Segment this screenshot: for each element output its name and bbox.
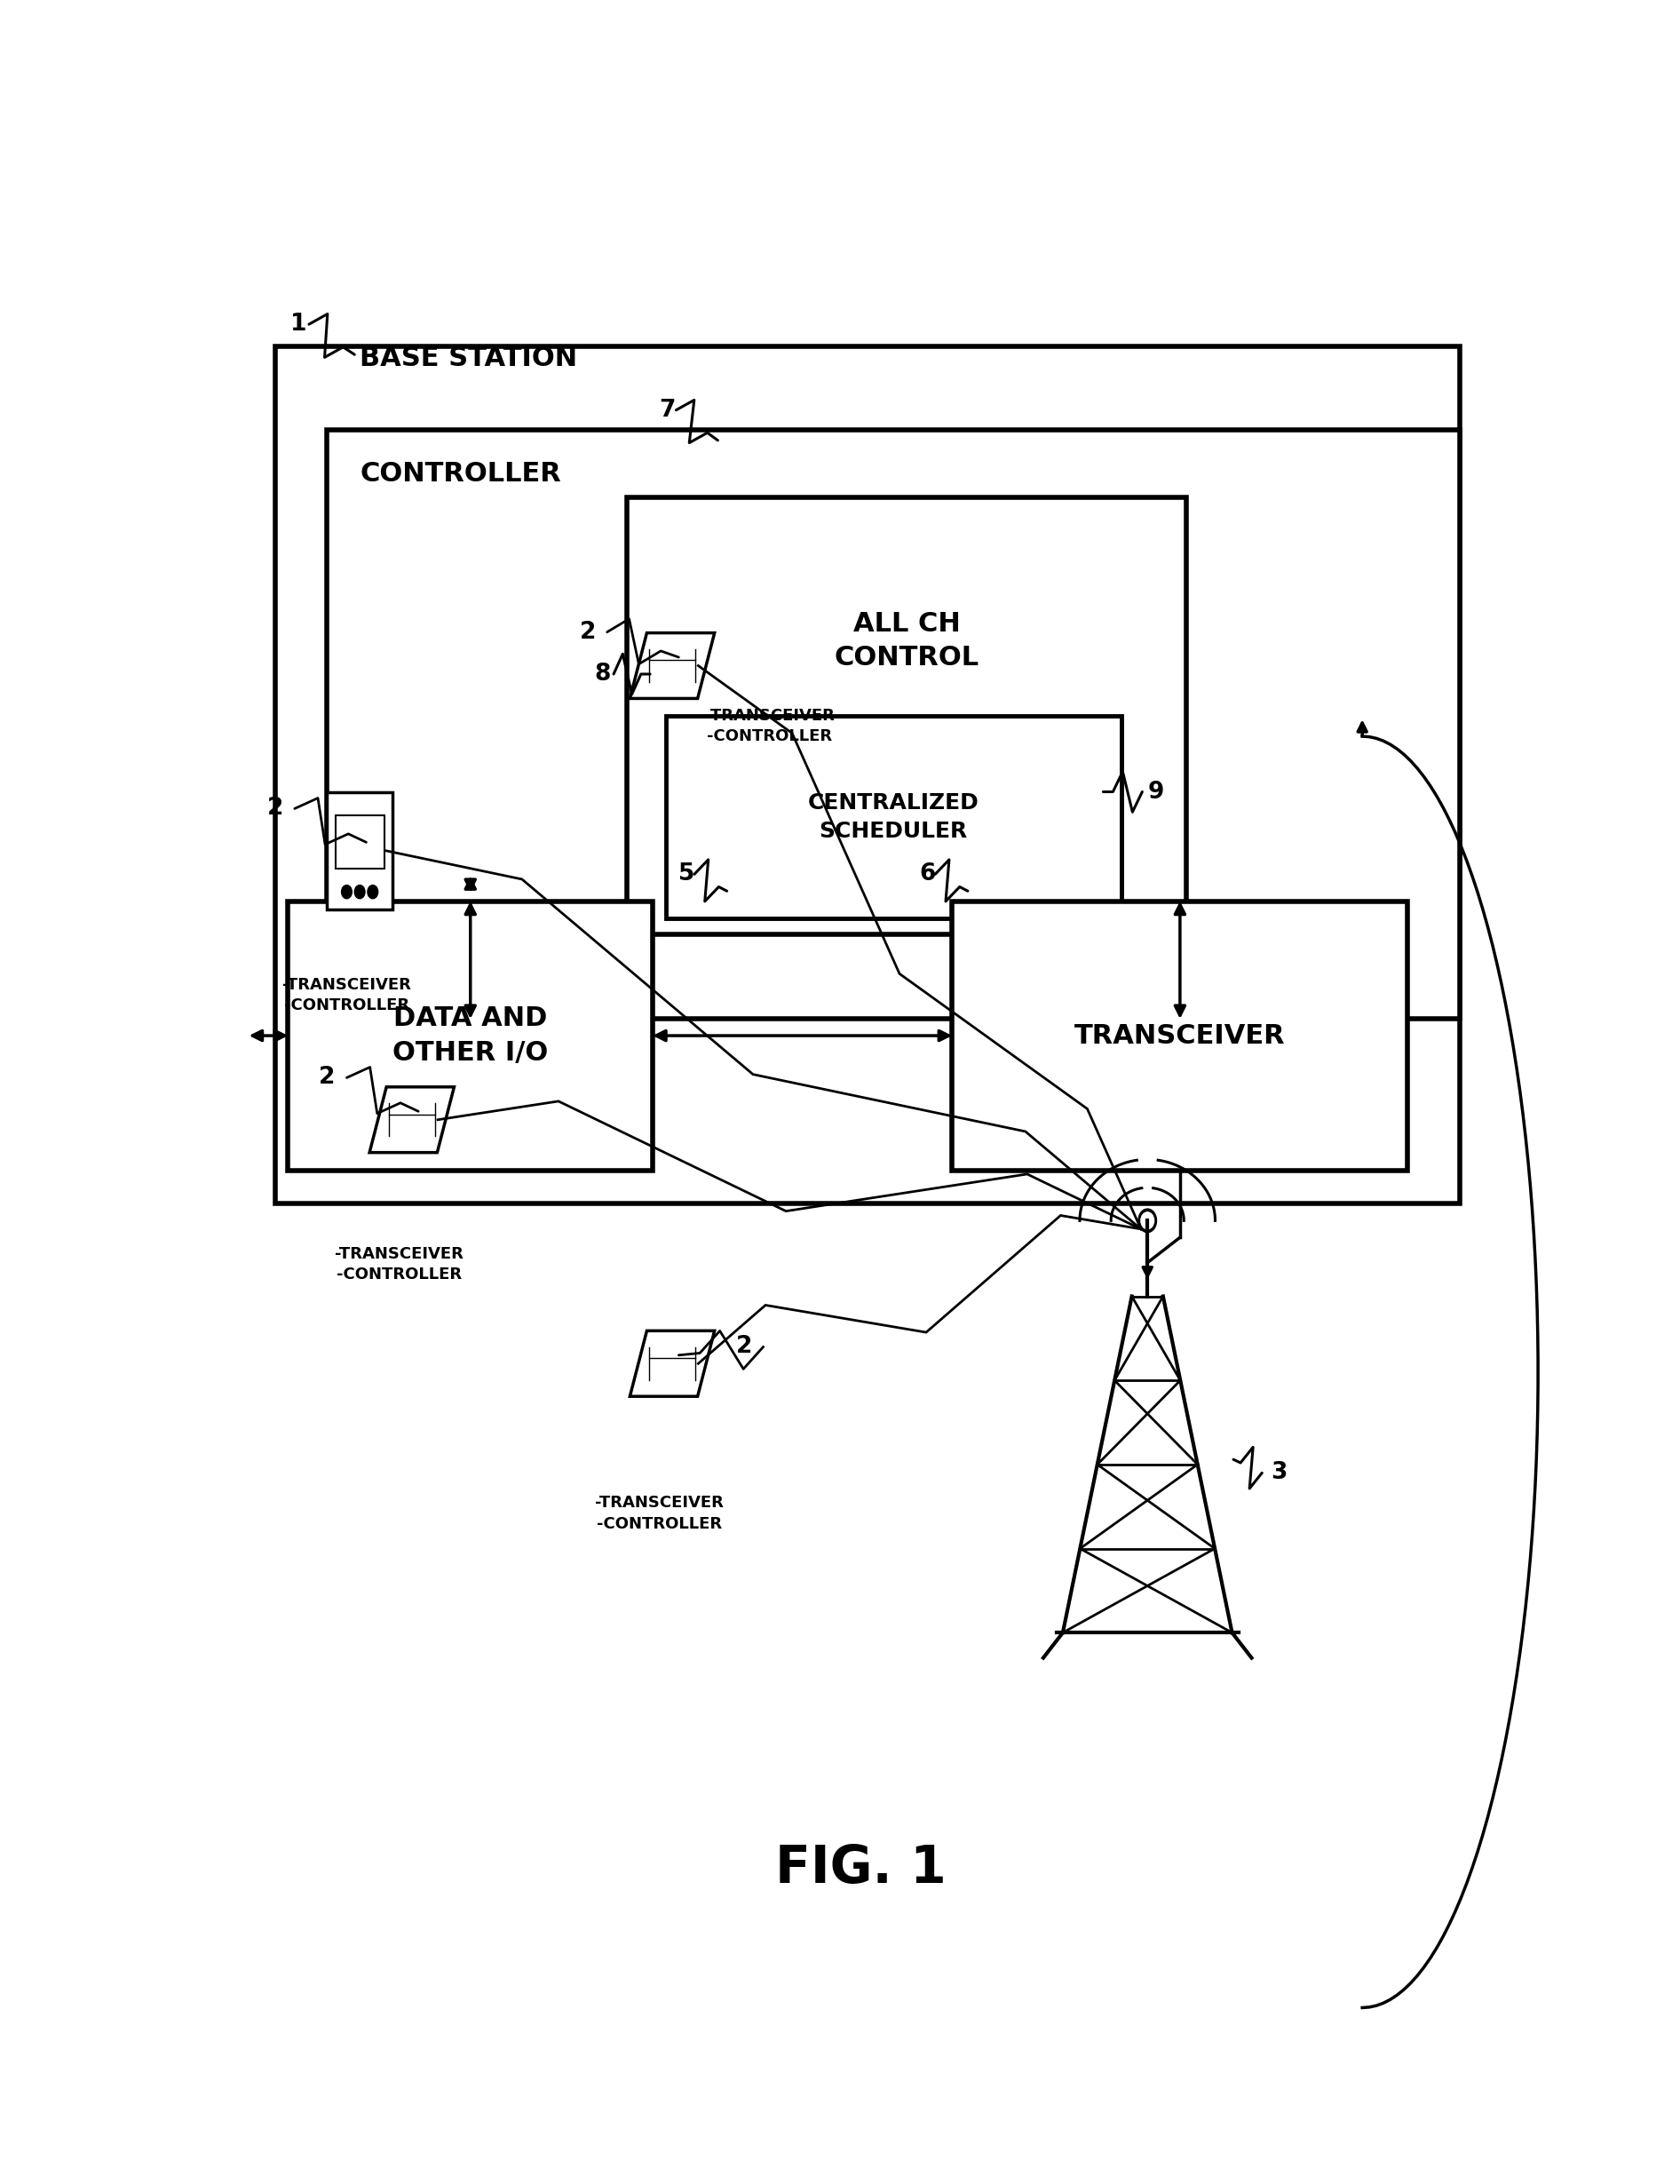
Circle shape	[1139, 1210, 1156, 1232]
Text: 2: 2	[580, 620, 596, 644]
Text: 2: 2	[319, 1066, 336, 1090]
Text: FIG. 1: FIG. 1	[776, 1843, 946, 1894]
Circle shape	[341, 885, 351, 898]
Circle shape	[354, 885, 365, 898]
Circle shape	[368, 885, 378, 898]
Text: 3: 3	[1272, 1461, 1287, 1485]
Text: CONTROLLER: CONTROLLER	[360, 461, 561, 487]
Text: 7: 7	[659, 397, 675, 422]
Polygon shape	[630, 633, 714, 699]
Text: TRANSCEIVER: TRANSCEIVER	[1075, 1022, 1285, 1048]
Text: 1: 1	[291, 312, 307, 336]
Text: -TRANSCEIVER
-CONTROLLER: -TRANSCEIVER -CONTROLLER	[334, 1245, 464, 1282]
Text: BASE STATION: BASE STATION	[360, 345, 578, 371]
Text: -TRANSCEIVER
-CONTROLLER: -TRANSCEIVER -CONTROLLER	[706, 708, 835, 745]
Bar	[328, 793, 393, 909]
Text: 2: 2	[267, 797, 284, 821]
Text: CENTRALIZED
SCHEDULER: CENTRALIZED SCHEDULER	[808, 793, 979, 841]
Polygon shape	[630, 1330, 714, 1396]
Bar	[627, 498, 1186, 935]
Text: 9: 9	[1147, 780, 1164, 804]
Text: -TRANSCEIVER
-CONTROLLER: -TRANSCEIVER -CONTROLLER	[282, 976, 412, 1013]
Text: DATA AND
OTHER I/O: DATA AND OTHER I/O	[393, 1007, 548, 1066]
Text: 6: 6	[919, 863, 936, 887]
Bar	[953, 902, 1408, 1171]
Text: 2: 2	[736, 1334, 753, 1358]
Text: ALL CH
CONTROL: ALL CH CONTROL	[835, 612, 979, 670]
Bar	[276, 347, 1460, 1203]
Bar	[665, 716, 1122, 917]
Text: 8: 8	[595, 662, 610, 686]
Text: 5: 5	[679, 863, 696, 887]
Bar	[328, 430, 1460, 1018]
Circle shape	[1141, 1212, 1154, 1230]
Bar	[289, 902, 652, 1171]
Text: -TRANSCEIVER
-CONTROLLER: -TRANSCEIVER -CONTROLLER	[595, 1494, 724, 1531]
Polygon shape	[370, 1088, 454, 1153]
Bar	[336, 815, 385, 869]
